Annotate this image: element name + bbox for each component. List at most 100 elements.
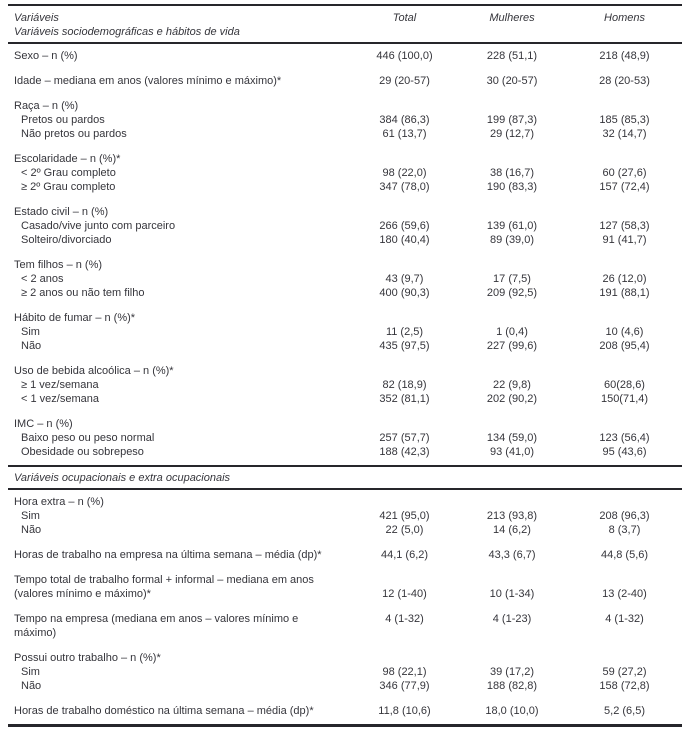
row-label: Escolaridade – n (%)* xyxy=(8,152,352,166)
table-row: Escolaridade – n (%)* xyxy=(8,152,682,166)
row-label: Uso de bebida alcoólica – n (%)* xyxy=(8,364,352,378)
cell-total: 446 (100,0) xyxy=(376,50,433,62)
row-label: Tempo na empresa (mediana em anos – valo… xyxy=(8,612,352,640)
table-row: Solteiro/divorciado 180 (40,4) 89 (39,0)… xyxy=(8,233,682,247)
cell-mulheres: 199 (87,3) xyxy=(486,114,538,126)
row-label-line1: Tem filhos – n (%) xyxy=(14,259,103,271)
column-header-homens: Homens xyxy=(604,12,645,24)
table-rule xyxy=(8,488,682,490)
row-label: Sexo – n (%) xyxy=(8,49,352,63)
column-header-total: Total xyxy=(392,12,417,24)
cell-mulheres: 188 (82,8) xyxy=(486,680,538,692)
row-label: IMC – n (%) xyxy=(8,417,352,431)
table-row: Idade – mediana em anos (valores mínimo … xyxy=(8,74,682,88)
table-row: Estado civil – n (%) xyxy=(8,205,682,219)
section-header: Variáveis sociodemográficas e hábitos de… xyxy=(14,26,240,38)
row-label-line1: < 2º Grau completo xyxy=(21,167,116,179)
row-label: Hora extra – n (%) xyxy=(8,495,352,509)
cell-mulheres: 139 (61,0) xyxy=(486,220,538,232)
row-label-line1: ≥ 2 anos ou não tem filho xyxy=(21,287,145,299)
cell-mulheres: 213 (93,8) xyxy=(486,510,538,522)
row-label: Estado civil – n (%) xyxy=(8,205,352,219)
cell-total: 98 (22,0) xyxy=(382,167,427,179)
table-row: < 2º Grau completo 98 (22,0) 38 (16,7) 6… xyxy=(8,166,682,180)
table-rule xyxy=(8,42,682,44)
row-label: Horas de trabalho doméstico na última se… xyxy=(8,704,352,718)
row-label: Pretos ou pardos xyxy=(8,113,352,127)
cell-total: 11 (2,5) xyxy=(385,326,424,338)
row-label-line1: Raça – n (%) xyxy=(14,100,79,112)
row-label-line1: Não xyxy=(21,680,42,692)
cell-mulheres: 18,0 (10,0) xyxy=(485,705,539,717)
table-row: Horas de trabalho doméstico na última se… xyxy=(8,704,682,718)
row-label: Solteiro/divorciado xyxy=(8,233,352,247)
column-header-mulheres: Mulheres xyxy=(489,12,535,24)
cell-total: 82 (18,9) xyxy=(382,379,427,391)
cell-homens: 191 (88,1) xyxy=(599,287,650,299)
cell-homens: 185 (85,3) xyxy=(599,114,650,126)
row-label: < 2 anos xyxy=(8,272,352,286)
cell-homens: 208 (96,3) xyxy=(599,510,650,522)
table-row: Uso de bebida alcoólica – n (%)* xyxy=(8,364,682,378)
cell-homens: 13 (2-40) xyxy=(602,588,647,600)
cell-total: 29 (20-57) xyxy=(379,75,430,87)
table-row: Sim 11 (2,5) 1 (0,4) 10 (4,6) xyxy=(8,325,682,339)
row-label: Não xyxy=(8,523,352,537)
cell-homens: 127 (58,3) xyxy=(599,220,650,232)
table-row: Baixo peso ou peso normal 257 (57,7) 134… xyxy=(8,431,682,445)
row-label-line1: Solteiro/divorciado xyxy=(21,234,112,246)
cell-mulheres: 89 (39,0) xyxy=(489,234,535,246)
cell-total: 22 (5,0) xyxy=(385,524,424,536)
cell-homens: 32 (14,7) xyxy=(602,128,647,140)
cell-homens: 91 (41,7) xyxy=(602,234,647,246)
cell-total: 347 (78,0) xyxy=(379,181,430,193)
cell-mulheres: 43,3 (6,7) xyxy=(488,549,536,561)
cell-mulheres: 17 (7,5) xyxy=(493,273,531,285)
cell-total: 384 (86,3) xyxy=(379,114,430,126)
cell-mulheres: 30 (20-57) xyxy=(486,75,538,87)
row-label-line1: Pretos ou pardos xyxy=(21,114,105,126)
row-label: ≥ 1 vez/semana xyxy=(8,378,352,392)
row-label: Raça – n (%) xyxy=(8,99,352,113)
table-row: Raça – n (%) xyxy=(8,99,682,113)
cell-total: 98 (22,1) xyxy=(382,666,427,678)
row-label-line1: Baixo peso ou peso normal xyxy=(21,432,155,444)
row-label-line1: Não xyxy=(21,340,42,352)
row-label: < 2º Grau completo xyxy=(8,166,352,180)
table-row: Hora extra – n (%) xyxy=(8,495,682,509)
table-row: Sim 98 (22,1) 39 (17,2) 59 (27,2) xyxy=(8,665,682,679)
row-label-line1: Idade – mediana em anos (valores mínimo … xyxy=(14,75,282,87)
row-label: Idade – mediana em anos (valores mínimo … xyxy=(8,74,352,88)
row-label: Sim xyxy=(8,325,352,339)
cell-homens: 157 (72,4) xyxy=(599,181,650,193)
cell-mulheres: 39 (17,2) xyxy=(489,666,535,678)
row-label-line1: Casado/vive junto com parceiro xyxy=(21,220,176,232)
row-label-line1: Estado civil – n (%) xyxy=(14,206,109,218)
row-label-line1: < 1 vez/semana xyxy=(21,393,99,405)
table-row: < 1 vez/semana 352 (81,1) 202 (90,2) 150… xyxy=(8,392,682,406)
table-row: Casado/vive junto com parceiro 266 (59,6… xyxy=(8,219,682,233)
row-label-line1: Possui outro trabalho – n (%)* xyxy=(14,652,161,664)
row-label-line1: Sexo – n (%) xyxy=(14,50,78,62)
row-label: Tem filhos – n (%) xyxy=(8,258,352,272)
table-row: Tempo total de trabalho formal + informa… xyxy=(8,573,682,601)
column-header-variaveis: Variáveis xyxy=(14,12,59,24)
cell-total: 188 (42,3) xyxy=(379,446,430,458)
row-label: Não xyxy=(8,679,352,693)
row-label: Não pretos ou pardos xyxy=(8,127,352,141)
cell-homens: 60 (27,6) xyxy=(602,167,647,179)
cell-mulheres: 228 (51,1) xyxy=(486,50,538,62)
table-row: Hábito de fumar – n (%)* xyxy=(8,311,682,325)
table-rule xyxy=(8,724,682,727)
row-label-line1: < 2 anos xyxy=(21,273,64,285)
table-body: Variáveis sociodemográficas e hábitos de… xyxy=(8,25,682,727)
row-label: Sim xyxy=(8,665,352,679)
row-label-line1: Obesidade ou sobrepeso xyxy=(21,446,144,458)
cell-total: 346 (77,9) xyxy=(379,680,430,692)
table-top-rule xyxy=(8,4,682,6)
section-header: Variáveis ocupacionais e extra ocupacion… xyxy=(14,472,231,484)
cell-total: 257 (57,7) xyxy=(379,432,430,444)
row-label: ≥ 2º Grau completo xyxy=(8,180,352,194)
table-row: Horas de trabalho na empresa na última s… xyxy=(8,548,682,562)
table-row: Não 22 (5,0) 14 (6,2) 8 (3,7) xyxy=(8,523,682,537)
